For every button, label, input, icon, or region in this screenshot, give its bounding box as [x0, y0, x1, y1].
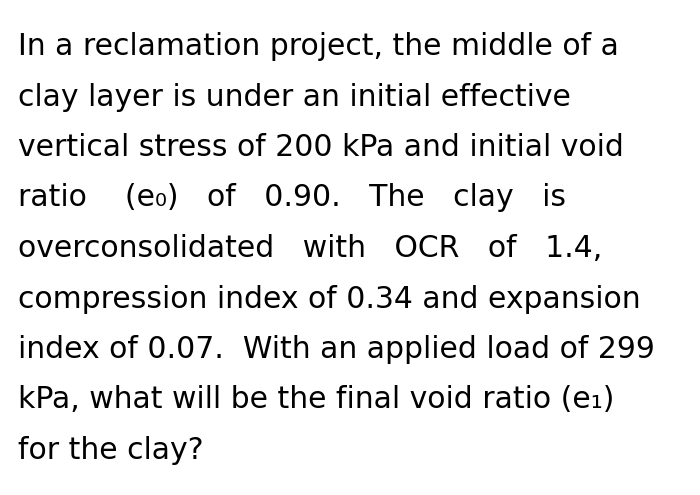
Text: vertical stress of 200 kPa and initial void: vertical stress of 200 kPa and initial v…	[18, 133, 624, 162]
Text: kPa, what will be the final void ratio (e₁): kPa, what will be the final void ratio (…	[18, 386, 615, 414]
Text: for the clay?: for the clay?	[18, 436, 204, 465]
Text: clay layer is under an initial effective: clay layer is under an initial effective	[18, 83, 571, 111]
Text: compression index of 0.34 and expansion: compression index of 0.34 and expansion	[18, 285, 640, 313]
Text: overconsolidated   with   OCR   of   1.4,: overconsolidated with OCR of 1.4,	[18, 234, 602, 263]
Text: In a reclamation project, the middle of a: In a reclamation project, the middle of …	[18, 32, 619, 61]
Text: ratio    (e₀)   of   0.90.   The   clay   is: ratio (e₀) of 0.90. The clay is	[18, 184, 566, 212]
Text: index of 0.07.  With an applied load of 299: index of 0.07. With an applied load of 2…	[18, 335, 655, 364]
